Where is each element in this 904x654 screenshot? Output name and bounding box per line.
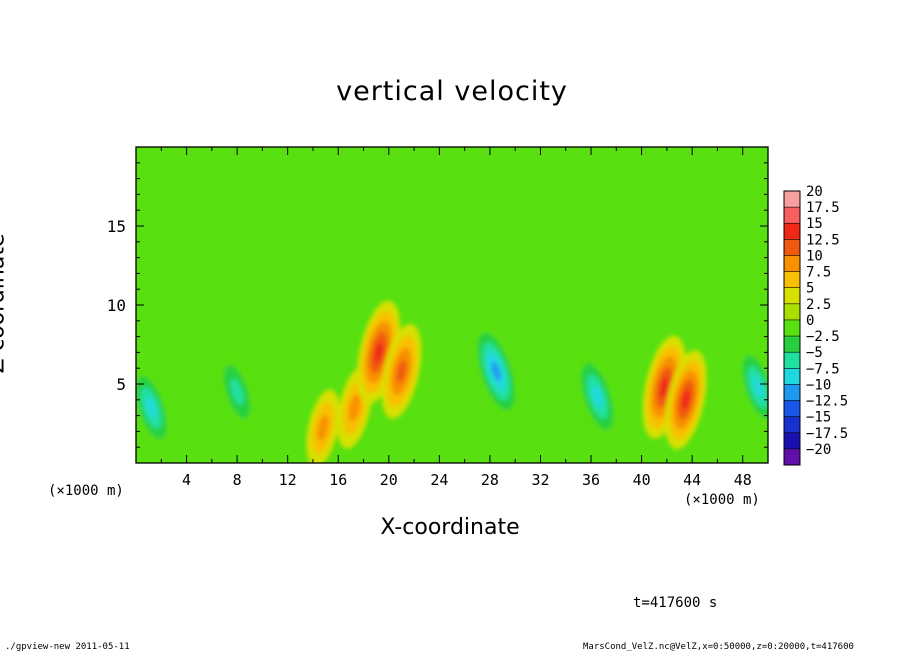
velocity-feature (681, 389, 691, 410)
colorbar-swatch (784, 400, 800, 418)
velocity-feature (146, 397, 157, 419)
colorbar-swatch (784, 271, 800, 289)
colorbar-label: 7.5 (806, 265, 831, 281)
colorbar-label: −10 (806, 377, 831, 393)
colorbar-swatch (784, 352, 800, 369)
x-tick-label: 4 (182, 471, 191, 489)
colorbar-label: −2.5 (806, 329, 840, 345)
colorbar-swatch (784, 384, 800, 402)
colorbar-label: 20 (806, 184, 823, 200)
y-tick-label: 15 (107, 217, 126, 236)
colorbar: 2017.51512.5107.552.50−2.5−5−7.5−10−12.5… (783, 184, 848, 466)
colorbar-label: −15 (806, 410, 831, 426)
colorbar-swatch (784, 319, 800, 337)
y-tick-label: 5 (116, 375, 126, 394)
x-tick-label: 20 (380, 471, 398, 489)
colorbar-swatch (784, 223, 800, 240)
velocity-feature (660, 376, 669, 398)
colorbar-label: −5 (806, 345, 823, 361)
colorbar-label: −20 (806, 442, 831, 458)
colorbar-swatch (784, 336, 800, 353)
x-axis-label: X-coordinate (380, 515, 520, 540)
x-unit-label-left: (×1000 m) (48, 483, 124, 499)
x-tick-label: 40 (633, 471, 651, 489)
velocity-feature (396, 359, 407, 384)
colorbar-swatch (784, 239, 800, 256)
colorbar-label: 0 (806, 313, 814, 329)
velocity-feature (491, 361, 501, 382)
plot-area (136, 147, 768, 463)
colorbar-label: 12.5 (806, 232, 840, 248)
colorbar-label: −12.5 (806, 394, 848, 410)
x-unit-label-right: (×1000 m) (684, 492, 760, 508)
colorbar-swatch (784, 448, 800, 466)
y-axis-label: Z-coordinate (0, 233, 10, 374)
colorbar-swatch (784, 287, 800, 305)
colorbar-swatch (784, 303, 800, 321)
x-tick-label: 32 (531, 471, 549, 489)
x-tick-label: 44 (683, 471, 701, 489)
velocity-feature (374, 342, 383, 363)
colorbar-label: 15 (806, 216, 823, 232)
colorbar-label: −17.5 (806, 426, 848, 442)
colorbar-swatch (784, 255, 800, 273)
x-tick-label: 36 (582, 471, 600, 489)
velocity-feature (317, 415, 329, 442)
colorbar-label: −7.5 (806, 361, 840, 377)
colorbar-label: 10 (806, 248, 823, 264)
colorbar-swatch (784, 432, 800, 450)
colorbar-label: 2.5 (806, 297, 831, 313)
footer-right: MarsCond_VelZ.nc@VelZ,x=0:50000,z=0:2000… (583, 642, 854, 652)
x-tick-label: 8 (233, 471, 242, 489)
velocity-feature (752, 376, 764, 398)
velocity-feature (591, 385, 603, 408)
x-tick-label: 16 (329, 471, 347, 489)
footer-left: ./gpview-new 2011-05-11 (5, 642, 130, 652)
chart-title: vertical velocity (336, 76, 568, 107)
velocity-feature (348, 394, 361, 422)
colorbar-swatch (784, 191, 800, 208)
x-tick-label: 48 (734, 471, 752, 489)
x-tick-label: 28 (481, 471, 499, 489)
x-tick-label: 24 (430, 471, 448, 489)
y-tick-label: 10 (107, 296, 126, 315)
colorbar-label: 17.5 (806, 200, 840, 216)
colorbar-swatch (784, 416, 800, 434)
colorbar-swatch (784, 368, 800, 385)
velocity-feature (230, 378, 244, 406)
time-annotation: t=417600 s (633, 595, 718, 611)
x-tick-label: 12 (279, 471, 297, 489)
colorbar-label: 5 (806, 281, 814, 297)
colorbar-swatch (784, 207, 800, 224)
